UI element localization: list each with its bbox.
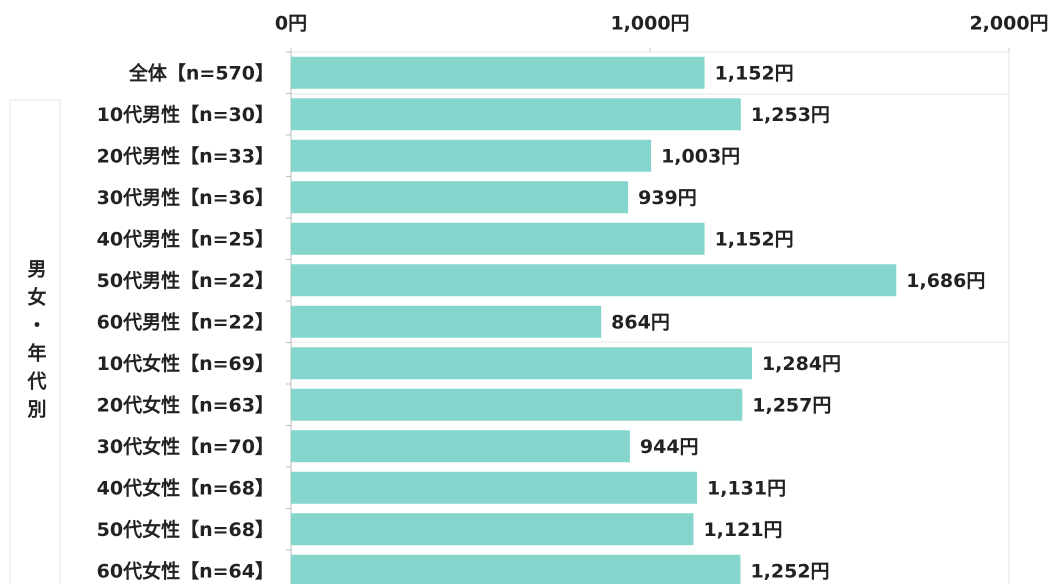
x-tick-label: 0円 xyxy=(275,13,307,35)
value-label: 864円 xyxy=(611,311,670,333)
y-tick-label: 60代女性【n=64】 xyxy=(97,559,274,582)
y-tick-label: 30代女性【n=70】 xyxy=(97,435,274,458)
y-tick-label: 10代男性【n=30】 xyxy=(97,103,274,126)
value-label: 944円 xyxy=(640,436,699,458)
bar xyxy=(291,430,630,463)
value-label: 1,003円 xyxy=(661,145,740,167)
x-tick-label: 1,000円 xyxy=(610,13,689,35)
bar xyxy=(291,56,705,89)
y-tick-label: 20代女性【n=63】 xyxy=(97,393,274,416)
value-label: 1,131円 xyxy=(707,477,786,499)
value-label: 1,257円 xyxy=(752,394,831,416)
y-tick-label: 50代男性【n=22】 xyxy=(97,269,274,292)
value-label: 1,284円 xyxy=(762,353,841,375)
bar xyxy=(291,347,752,380)
value-label: 939円 xyxy=(638,187,697,209)
value-label: 1,686円 xyxy=(906,270,985,292)
bar xyxy=(291,98,741,131)
bar xyxy=(291,388,743,421)
value-label: 1,152円 xyxy=(715,62,794,84)
group-label: 男女・年代別 xyxy=(25,259,48,427)
bar xyxy=(291,222,705,255)
y-tick-label: 40代女性【n=68】 xyxy=(97,476,274,499)
bar xyxy=(291,181,629,214)
bar xyxy=(291,554,741,584)
y-tick-label: 全体【n=570】 xyxy=(128,61,274,84)
group-box xyxy=(9,99,61,584)
value-label: 1,253円 xyxy=(751,104,830,126)
bar xyxy=(291,139,652,172)
value-label: 1,152円 xyxy=(715,228,794,250)
y-tick-label: 20代男性【n=33】 xyxy=(97,144,274,167)
y-tick-label: 50代女性【n=68】 xyxy=(97,518,274,541)
bar xyxy=(291,471,698,504)
y-tick-label: 10代女性【n=69】 xyxy=(97,352,274,375)
bar xyxy=(291,264,897,297)
y-tick-label: 60代男性【n=22】 xyxy=(97,310,274,333)
x-tick-label: 2,000円 xyxy=(969,13,1048,35)
y-tick-label: 30代男性【n=36】 xyxy=(97,186,274,209)
bar xyxy=(291,305,602,338)
y-tick-label: 40代男性【n=25】 xyxy=(97,227,274,250)
value-label: 1,121円 xyxy=(703,519,782,541)
value-label: 1,252円 xyxy=(750,560,829,582)
bar xyxy=(291,513,694,546)
